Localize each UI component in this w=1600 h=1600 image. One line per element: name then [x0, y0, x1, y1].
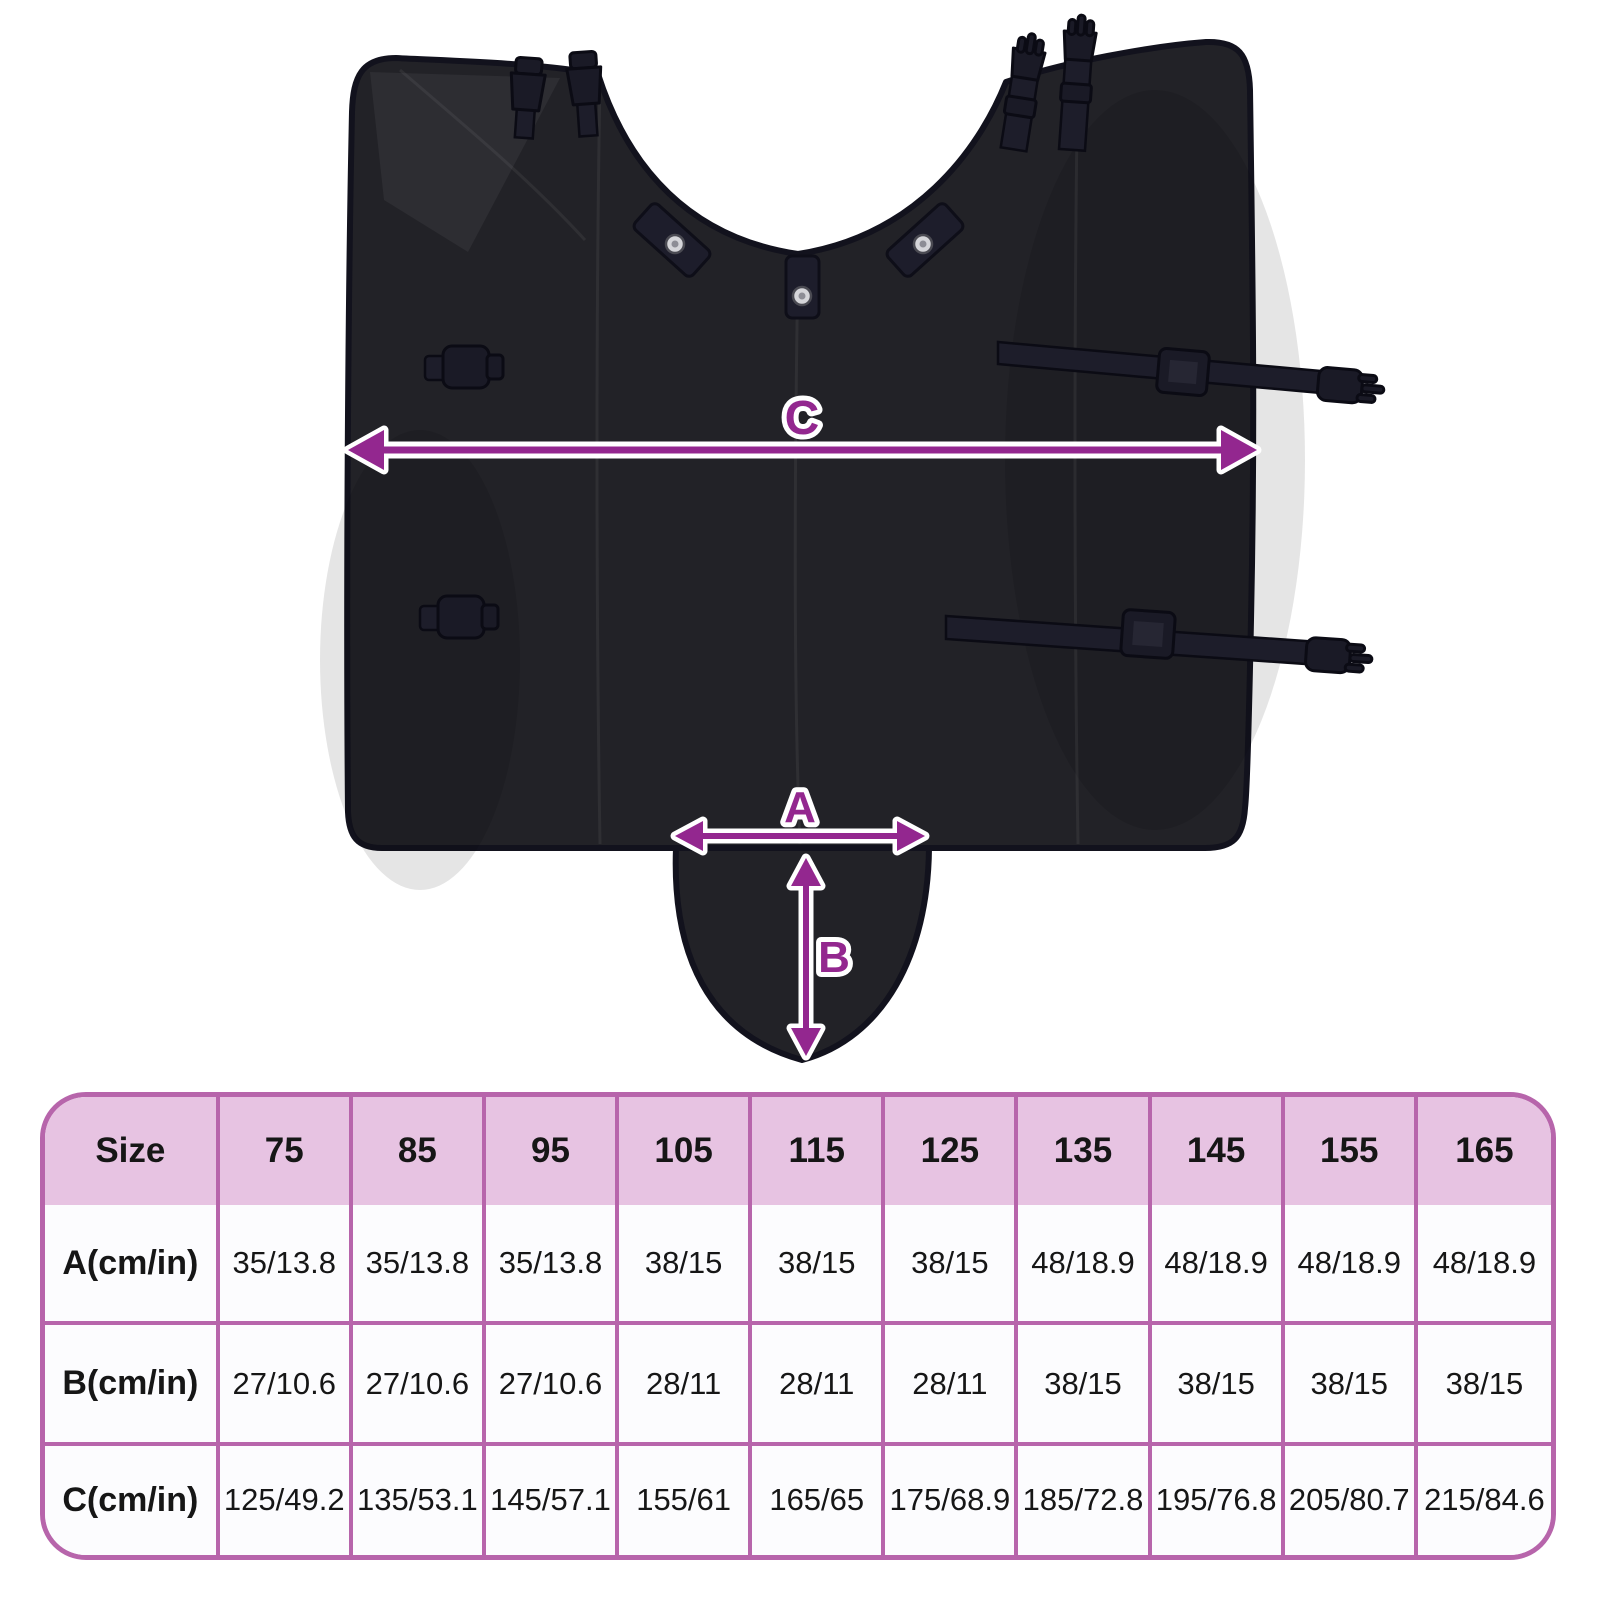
measurement-cell: 48/18.9 [1151, 1205, 1285, 1326]
measurement-cell: 28/11 [752, 1325, 886, 1446]
measurement-cell: 28/11 [885, 1325, 1019, 1446]
strap-slider-icon [1155, 346, 1211, 398]
measurement-cell: 135/53.1 [352, 1445, 486, 1555]
size-column-header: 115 [752, 1097, 886, 1205]
measurement-cell: 35/13.8 [485, 1205, 620, 1326]
dimension-row-label: A(cm/in) [45, 1205, 220, 1326]
size-table-row: A(cm/in) 35/13.8 35/13.8 35/13.8 38/15 38/15 3… [45, 1205, 1551, 1326]
size-column-header: 135 [1018, 1097, 1152, 1205]
measurement-cell: 35/13.8 [352, 1205, 486, 1326]
neck-tab-right [885, 202, 965, 278]
size-table: Size 75 85 95 105 115 125 135 145 155 165 A(cm/in) 3… [45, 1097, 1551, 1555]
strap-slider-icon [1119, 608, 1177, 660]
measurement-cell: 48/18.9 [1417, 1205, 1551, 1326]
dimension-row-label: C(cm/in) [45, 1445, 220, 1555]
measurement-cell: 125/49.2 [219, 1445, 353, 1555]
buckle-icon [565, 49, 603, 138]
size-column-header: 165 [1417, 1097, 1551, 1205]
measurement-cell: 48/18.9 [1018, 1205, 1152, 1326]
size-column-header: 75 [219, 1097, 353, 1205]
dimension-label-c: C [785, 392, 820, 445]
right-side-shade [1005, 90, 1305, 830]
measurement-cell: 27/10.6 [219, 1325, 353, 1446]
size-table-container: Size 75 85 95 105 115 125 135 145 155 165 A(cm/in) 3… [40, 1092, 1556, 1560]
measurement-cell: 38/15 [619, 1205, 753, 1326]
product-diagram: C A B [320, 13, 1386, 1063]
buckle-icon [418, 594, 500, 640]
measurement-cell: 185/72.8 [1018, 1445, 1152, 1555]
neck-tab-center [784, 254, 821, 320]
strap-buckle-icon [1057, 13, 1098, 153]
size-table-corner-cell: Size [45, 1097, 220, 1205]
dimension-label-b: B [818, 933, 850, 982]
measurement-cell: 38/15 [1151, 1325, 1285, 1446]
measurement-cell: 175/68.9 [885, 1445, 1019, 1555]
shoulder-sheen [370, 72, 560, 252]
buckle-icon [509, 55, 547, 140]
size-column-header: 155 [1284, 1097, 1418, 1205]
measurement-cell: 38/15 [1417, 1325, 1551, 1446]
side-strap [996, 340, 1386, 405]
measurement-cell: 155/61 [619, 1445, 753, 1555]
size-table-header-row: Size 75 85 95 105 115 125 135 145 155 165 [45, 1097, 1551, 1205]
measurement-cell: 145/57.1 [485, 1445, 620, 1555]
dimension-arrow-b [786, 853, 826, 1061]
horse-blanket-illustration: C A B [320, 13, 1386, 1063]
size-table-row: B(cm/in) 27/10.6 27/10.6 27/10.6 28/11 28/11 2… [45, 1325, 1551, 1446]
side-strap [944, 608, 1374, 675]
clip-icon [1304, 636, 1374, 675]
buckle-icon [423, 344, 505, 390]
dimension-arrow-c [343, 425, 1262, 475]
measurement-cell: 215/84.6 [1417, 1445, 1551, 1555]
dimension-row-label: B(cm/in) [45, 1325, 220, 1446]
measurement-cell: 38/15 [752, 1205, 886, 1326]
size-column-header: 95 [485, 1097, 620, 1205]
size-column-header: 85 [352, 1097, 486, 1205]
measurement-cell: 195/76.8 [1151, 1445, 1285, 1555]
size-column-header: 105 [619, 1097, 753, 1205]
left-side-shade [320, 430, 520, 890]
measurement-cell: 28/11 [619, 1325, 753, 1446]
seam-center [793, 261, 802, 845]
measurement-cell: 27/10.6 [352, 1325, 486, 1446]
measurement-cell: 38/15 [1018, 1325, 1152, 1446]
measurement-cell: 35/13.8 [219, 1205, 353, 1326]
measurement-cell: 48/18.9 [1284, 1205, 1418, 1326]
strap-buckle-icon [999, 32, 1047, 153]
measurement-cell: 27/10.6 [485, 1325, 620, 1446]
size-table-row: C(cm/in) 125/49.2 135/53.1 145/57.1 155/61 16… [45, 1445, 1551, 1555]
measurement-cell: 165/65 [752, 1445, 886, 1555]
clip-icon [1315, 366, 1386, 405]
dimension-label-a: A [784, 783, 816, 832]
dimension-arrow-a [670, 816, 930, 856]
size-column-header: 125 [885, 1097, 1019, 1205]
shoulder-crease [399, 68, 587, 242]
neck-tab-left [632, 202, 712, 278]
size-column-header: 145 [1151, 1097, 1285, 1205]
measurement-cell: 38/15 [885, 1205, 1019, 1326]
measurement-cell: 38/15 [1284, 1325, 1418, 1446]
measurement-cell: 205/80.7 [1284, 1445, 1418, 1555]
